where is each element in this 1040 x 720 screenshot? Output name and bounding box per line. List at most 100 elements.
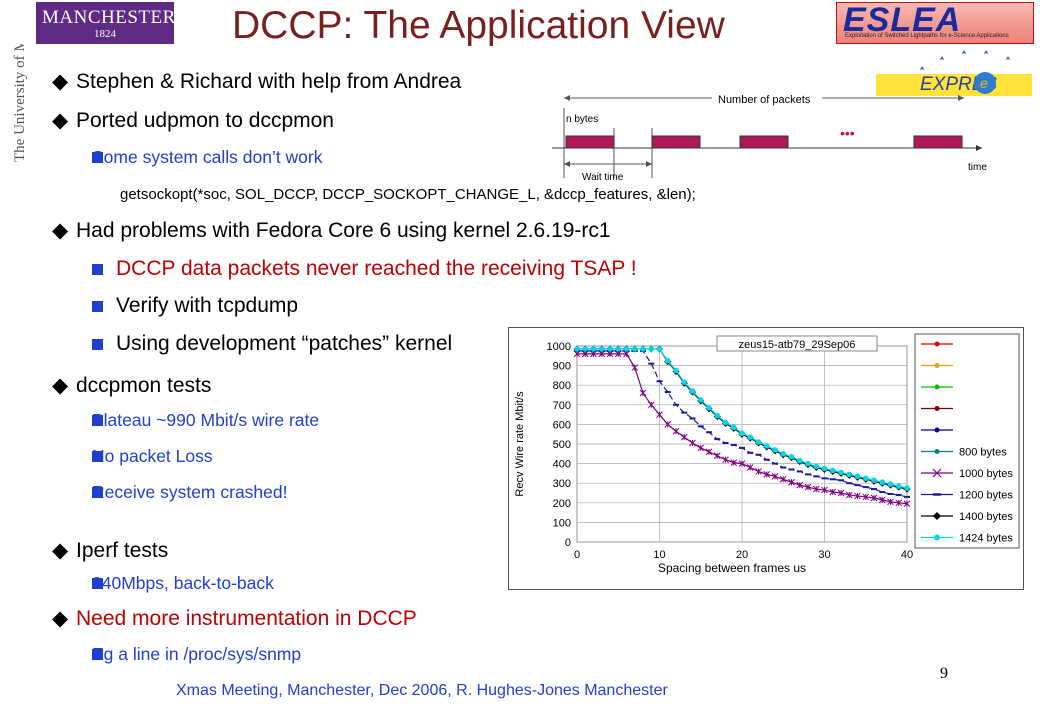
square-bullet-icon bbox=[92, 294, 116, 318]
sub-bullet-item: Verify with tcpdump bbox=[92, 294, 298, 318]
sub-bullet-item: DCCP data packets never reached the rece… bbox=[92, 257, 637, 281]
data-point bbox=[871, 477, 877, 484]
data-point bbox=[705, 448, 713, 456]
sub-bullet-item: No packet Loss bbox=[92, 446, 213, 467]
chart-title-box bbox=[716, 335, 878, 352]
data-point bbox=[647, 401, 655, 409]
university-vertical-brand: The University of Manchester bbox=[12, 44, 28, 162]
throughput-chart: 0 100 200 300 400 500 600 700 800 900 1000 0 10 20 30 4… bbox=[514, 333, 1020, 575]
bullet-item: ◆ dccpmon tests bbox=[52, 373, 211, 398]
data-point bbox=[623, 346, 630, 352]
express-globe-icon: e bbox=[974, 72, 996, 94]
data-point bbox=[631, 364, 639, 371]
data-point bbox=[838, 469, 844, 476]
sub-bullet-item: Eg a line in /proc/sys/snmp bbox=[92, 644, 301, 665]
x-tick-label: 0 bbox=[574, 549, 580, 561]
sub-bullet-text: Verify with tcpdump bbox=[116, 294, 299, 317]
diamond-bullet-icon: ◆ bbox=[52, 539, 69, 562]
legend-box bbox=[914, 333, 1020, 549]
bullet-text: Ported udpmon to dccpmon bbox=[76, 109, 334, 132]
data-point bbox=[887, 498, 894, 506]
y-tick-label: 1000 bbox=[547, 341, 571, 353]
sub-bullet-text: Using development “patches” kernel bbox=[116, 332, 453, 355]
data-point bbox=[788, 453, 795, 460]
eslea-logo-name: ESLEA bbox=[843, 1, 962, 39]
eslea-logo: ESLEA Exploitation of Switched Lightpath… bbox=[836, 1, 1034, 44]
number-of-packets-label: Number of packets bbox=[718, 94, 811, 106]
data-point bbox=[713, 452, 721, 460]
data-point bbox=[738, 460, 746, 467]
packet-timing-diagram: Number of packets n bytes ••• Wait time … bbox=[552, 91, 987, 183]
y-tick-label: 0 bbox=[565, 537, 571, 549]
diamond-bullet-icon: ◆ bbox=[52, 607, 69, 630]
data-point bbox=[845, 491, 853, 499]
data-point bbox=[772, 447, 778, 453]
data-point bbox=[648, 346, 655, 352]
data-point bbox=[805, 460, 811, 467]
page-number: 9 bbox=[940, 665, 948, 682]
data-point bbox=[862, 493, 870, 501]
data-point bbox=[607, 346, 613, 352]
data-point bbox=[779, 475, 787, 483]
data-point bbox=[755, 468, 762, 475]
svg-text:e: e bbox=[980, 75, 988, 91]
y-tick-label: 900 bbox=[553, 361, 571, 373]
y-tick-label: 700 bbox=[553, 400, 571, 412]
data-point bbox=[904, 485, 910, 491]
legend-label: 1200 bytes bbox=[959, 490, 1013, 502]
data-point bbox=[854, 492, 861, 500]
bullet-item: ◆ Stephen & Richard with help from Andrea bbox=[52, 69, 461, 94]
bullet-item: ◆ Ported udpmon to dccpmon bbox=[52, 108, 334, 133]
data-point bbox=[631, 346, 638, 352]
data-point bbox=[903, 500, 911, 508]
eslea-logo-subtitle: Exploitation of Switched Lightpaths for … bbox=[845, 33, 1009, 39]
bullet-item: ◆ Iperf tests bbox=[52, 538, 168, 563]
y-tick-label: 500 bbox=[553, 439, 571, 451]
sub-bullet-text: Receive system crashed! bbox=[92, 482, 288, 502]
sub-bullet-text: Eg a line in /proc/sys/snmp bbox=[92, 644, 302, 664]
data-point bbox=[846, 471, 853, 478]
express-logo: EXPRES e bbox=[876, 48, 1032, 98]
data-point bbox=[821, 486, 828, 494]
sub-bullet-text: DCCP data packets never reached the rece… bbox=[116, 257, 637, 280]
legend-marker bbox=[933, 512, 941, 520]
data-point bbox=[895, 499, 903, 507]
diamond-bullet-icon: ◆ bbox=[52, 374, 69, 397]
x-tick-label: 40 bbox=[901, 549, 913, 561]
data-point bbox=[590, 346, 597, 352]
data-point bbox=[796, 481, 804, 489]
data-point bbox=[870, 494, 878, 502]
express-stars-icon bbox=[920, 50, 1010, 70]
data-point bbox=[862, 475, 869, 482]
bullet-text: Had problems with Fedora Core 6 using ke… bbox=[76, 219, 611, 242]
data-point bbox=[796, 457, 803, 464]
data-point bbox=[598, 346, 605, 352]
data-point bbox=[812, 485, 820, 493]
chart-title: zeus15-atb79_29Sep06 bbox=[739, 339, 856, 351]
y-tick-label: 400 bbox=[553, 459, 571, 471]
legend-marker bbox=[934, 363, 940, 368]
x-tick-label: 10 bbox=[653, 549, 665, 561]
data-point bbox=[574, 346, 580, 352]
y-tick-label: 300 bbox=[553, 478, 571, 490]
data-point bbox=[640, 346, 646, 352]
sub-bullet-item: Using development “patches” kernel bbox=[92, 332, 452, 356]
y-tick-label: 200 bbox=[553, 498, 571, 510]
bullet-text: Need more instrumentation in DCCP bbox=[76, 607, 417, 630]
bullet-text: Iperf tests bbox=[76, 539, 169, 562]
data-point bbox=[755, 439, 762, 445]
packet-block bbox=[565, 135, 615, 149]
data-point bbox=[722, 419, 729, 426]
bullet-text: dccpmon tests bbox=[76, 374, 212, 397]
legend-marker bbox=[932, 468, 942, 478]
data-point bbox=[664, 357, 671, 364]
data-point bbox=[739, 430, 745, 437]
data-point bbox=[879, 479, 886, 486]
data-point bbox=[673, 367, 679, 374]
data-point bbox=[829, 467, 836, 474]
data-point bbox=[730, 424, 737, 431]
data-point bbox=[746, 464, 754, 471]
sub-bullet-item: 940Mbps, back-to-back bbox=[92, 573, 274, 594]
data-point bbox=[878, 496, 886, 504]
data-point bbox=[854, 473, 861, 480]
